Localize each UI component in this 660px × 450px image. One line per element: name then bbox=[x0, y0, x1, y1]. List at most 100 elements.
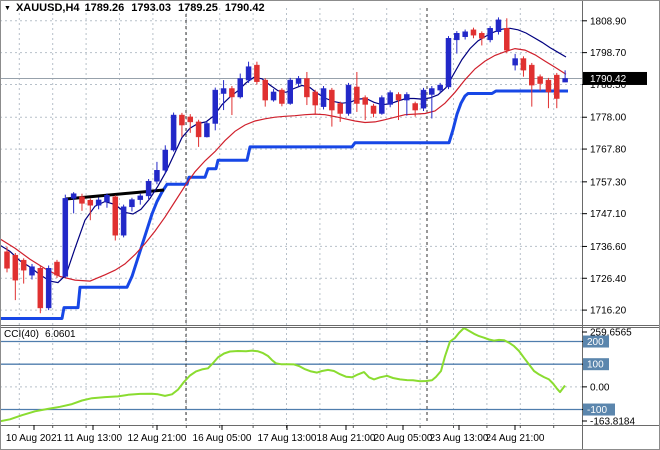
candle-body bbox=[429, 88, 435, 95]
candle-body bbox=[504, 28, 510, 51]
price-tick-label: 1757.30 bbox=[590, 177, 627, 188]
candle-body bbox=[195, 121, 202, 138]
period-separators bbox=[185, 8, 428, 424]
symbol-dropdown-icon[interactable]: ▼ bbox=[4, 4, 11, 12]
candle-body bbox=[387, 92, 393, 105]
candle-body bbox=[245, 66, 252, 81]
candle-body bbox=[129, 199, 135, 208]
price-axis[interactable]: 1808.90 1798.70 1788.50 1778.00 1767.80 1757.… bbox=[582, 16, 647, 317]
candle-body bbox=[395, 94, 402, 101]
candle-body bbox=[70, 193, 77, 199]
candle-body bbox=[304, 78, 310, 98]
time-tick-label: 18 Aug 21:00 bbox=[317, 433, 376, 444]
candle-body bbox=[370, 105, 377, 114]
trailing-stop-line bbox=[0, 89, 568, 320]
time-tick-label: 11 Aug 13:00 bbox=[64, 433, 123, 444]
candle-body bbox=[4, 251, 10, 269]
candle-body bbox=[487, 28, 493, 41]
candle-body bbox=[479, 33, 485, 39]
candle-body bbox=[495, 19, 502, 32]
candle-body bbox=[462, 31, 468, 37]
candle-body bbox=[237, 78, 243, 98]
cci-level-label: -100 bbox=[587, 405, 607, 416]
time-axis[interactable]: 10 Aug 2021 11 Aug 13:00 12 Aug 21:00 16 Au… bbox=[6, 425, 555, 444]
price-tick-label: 1716.20 bbox=[590, 306, 627, 317]
ohlc-readout: 1789.26 1793.03 1789.25 1790.42 bbox=[85, 2, 265, 14]
ma-fast-line bbox=[0, 27, 567, 284]
candle-body bbox=[254, 64, 260, 82]
ma-slow-line bbox=[0, 47, 567, 282]
time-tick-label: 12 Aug 21:00 bbox=[128, 433, 187, 444]
price-tick-label: 1767.80 bbox=[590, 145, 627, 156]
time-tick-label: 17 Aug 13:00 bbox=[258, 433, 317, 444]
time-tick-label: 20 Aug 05:00 bbox=[374, 433, 433, 444]
cci-axis-label: -163.8184 bbox=[590, 417, 635, 428]
candle-body bbox=[154, 170, 160, 182]
candle-body bbox=[362, 97, 368, 105]
current-price-tag bbox=[583, 71, 647, 85]
candle-body bbox=[212, 89, 218, 124]
candle-body bbox=[79, 196, 85, 204]
candle-body bbox=[29, 266, 35, 276]
open-value: 1789.26 bbox=[84, 2, 125, 14]
candle-body bbox=[520, 58, 527, 71]
cci-axis-label: 0.00 bbox=[590, 382, 610, 393]
candle-body bbox=[187, 116, 194, 123]
candle-body bbox=[445, 38, 452, 88]
candle-body bbox=[220, 88, 227, 94]
candle-body bbox=[20, 259, 27, 271]
candle-body bbox=[95, 199, 102, 206]
candle-body bbox=[12, 254, 19, 281]
cci-level-label: 100 bbox=[587, 360, 604, 371]
price-tick-label: 1778.00 bbox=[590, 113, 627, 124]
candle-body bbox=[87, 199, 94, 206]
candle-body bbox=[162, 149, 169, 171]
price-tick-label: 1726.40 bbox=[590, 274, 627, 285]
cci-level-tag bbox=[583, 403, 615, 416]
candle-body bbox=[379, 97, 385, 114]
candle-body bbox=[562, 78, 568, 83]
candle-body bbox=[412, 103, 418, 111]
price-tick-label: 1747.10 bbox=[590, 209, 627, 220]
candle-body bbox=[337, 103, 343, 114]
high-value: 1793.03 bbox=[131, 2, 172, 14]
cci-level-tag bbox=[583, 358, 609, 371]
candle-body bbox=[329, 89, 335, 111]
candle-body bbox=[512, 58, 518, 66]
candle-body bbox=[270, 91, 277, 101]
candle-body bbox=[454, 33, 460, 41]
candle-body bbox=[529, 64, 535, 86]
candle-body bbox=[112, 196, 119, 236]
candle-body bbox=[54, 261, 60, 276]
candle-body bbox=[320, 88, 327, 107]
candle-body bbox=[120, 206, 127, 236]
candle-body bbox=[229, 88, 235, 98]
current-price-label: 1790.42 bbox=[590, 74, 627, 85]
low-value: 1789.25 bbox=[178, 2, 218, 14]
candle-body bbox=[420, 89, 427, 109]
price-tick-label: 1798.70 bbox=[590, 48, 627, 59]
candle-body bbox=[137, 195, 144, 200]
chart-title-bar: ▼ XAUUSD,H4 1789.26 1793.03 1789.25 1790… bbox=[4, 2, 265, 14]
indicator-name: CCI(40) bbox=[4, 329, 40, 340]
candle-body bbox=[545, 79, 552, 93]
candle-body bbox=[279, 89, 285, 104]
cci-line bbox=[0, 327, 566, 423]
time-tick-label: 24 Aug 21:00 bbox=[486, 433, 545, 444]
candle-body bbox=[37, 268, 44, 309]
cci-level-tag bbox=[583, 335, 609, 348]
indicator-value: 6.0601 bbox=[45, 329, 76, 340]
candle-body bbox=[537, 76, 543, 84]
candle-body bbox=[287, 79, 293, 104]
candle-body bbox=[145, 180, 152, 197]
time-tick-label: 10 Aug 2021 bbox=[6, 433, 63, 444]
indicator-label: CCI(40) 6.0601 bbox=[4, 329, 76, 340]
cci-level-label: 200 bbox=[587, 337, 604, 348]
indicator-axis[interactable]: 259.6565 0.00 -163.8184 200 100 -100 bbox=[582, 328, 635, 428]
candle-body bbox=[312, 91, 318, 106]
candle-body bbox=[437, 84, 443, 91]
